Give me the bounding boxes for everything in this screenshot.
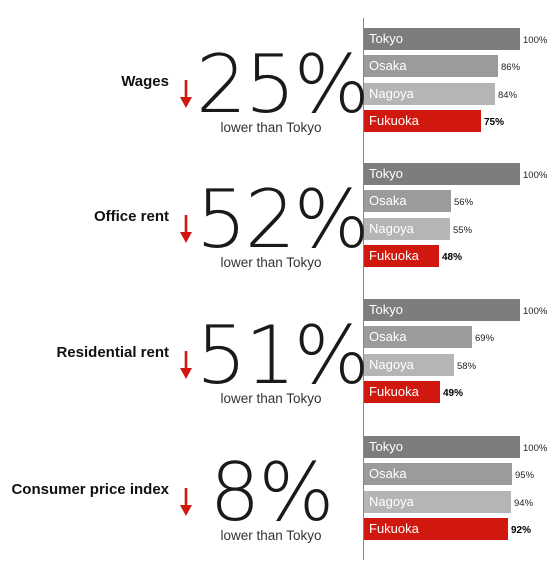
- bar-osaka: [364, 326, 472, 348]
- bar-label: Nagoya: [369, 221, 414, 236]
- headline-percentage: 25%: [196, 38, 370, 131]
- axis-line: [363, 18, 364, 560]
- bar-osaka: [364, 55, 498, 77]
- bar-nagoya: [364, 83, 495, 105]
- headline-subtitle: lower than Tokyo: [220, 120, 322, 135]
- bar-label: Fukuoka: [369, 521, 419, 536]
- data-label: 95%: [515, 470, 535, 481]
- bar-label: Nagoya: [369, 86, 414, 101]
- headline-percentage: 51%: [196, 309, 370, 402]
- data-label: 56%: [454, 197, 474, 208]
- bar-label: Osaka: [369, 466, 407, 481]
- group-label: Wages: [121, 73, 169, 90]
- bar-fukuoka: [364, 110, 481, 132]
- bar-label: Tokyo: [369, 439, 403, 454]
- headline-percentage: 52%: [196, 173, 370, 266]
- headline-subtitle: lower than Tokyo: [220, 255, 322, 270]
- bar-label: Osaka: [369, 58, 407, 73]
- group-label: Office rent: [93, 208, 169, 225]
- bar-label: Fukuoka: [369, 113, 419, 128]
- data-label: 58%: [457, 361, 477, 372]
- data-label: 84%: [498, 90, 518, 101]
- bar-osaka: [364, 190, 451, 212]
- bar-label: Tokyo: [369, 166, 403, 181]
- data-label: 75%: [484, 117, 505, 128]
- bar-nagoya: [364, 491, 511, 513]
- group-label: Residential rent: [56, 344, 169, 361]
- bar-tokyo: [364, 163, 520, 185]
- group-label: Consumer price index: [11, 481, 169, 498]
- data-label: 100%: [523, 443, 548, 454]
- arrow-down-icon: [180, 80, 192, 108]
- bar-tokyo: [364, 436, 520, 458]
- arrow-down-icon: [180, 488, 192, 516]
- bar-label: Osaka: [369, 329, 407, 344]
- data-label: 55%: [453, 225, 473, 236]
- headline-percentage: 8%: [209, 446, 335, 539]
- arrow-down-icon: [180, 215, 192, 243]
- bar-label: Nagoya: [369, 357, 414, 372]
- data-label: 69%: [475, 333, 495, 344]
- bar-label: Tokyo: [369, 31, 403, 46]
- bar-label: Fukuoka: [369, 248, 419, 263]
- bar-tokyo: [364, 299, 520, 321]
- bar-label: Fukuoka: [369, 384, 419, 399]
- bar-label: Nagoya: [369, 494, 414, 509]
- bar-label: Osaka: [369, 193, 407, 208]
- data-label: 92%: [511, 525, 532, 536]
- data-label: 100%: [523, 170, 548, 181]
- data-label: 100%: [523, 306, 548, 317]
- data-label: 49%: [443, 388, 464, 399]
- headline-subtitle: lower than Tokyo: [220, 391, 322, 406]
- bar-fukuoka: [364, 245, 439, 267]
- data-label: 86%: [501, 62, 521, 73]
- arrow-down-icon: [180, 351, 192, 379]
- data-label: 94%: [514, 498, 534, 509]
- data-label: 48%: [442, 252, 463, 263]
- bar-nagoya: [364, 218, 450, 240]
- bar-tokyo: [364, 28, 520, 50]
- bar-osaka: [364, 463, 512, 485]
- bar-nagoya: [364, 354, 454, 376]
- bar-fukuoka: [364, 518, 508, 540]
- headline-subtitle: lower than Tokyo: [220, 528, 322, 543]
- bar-label: Tokyo: [369, 302, 403, 317]
- bar-fukuoka: [364, 381, 440, 403]
- data-label: 100%: [523, 35, 548, 46]
